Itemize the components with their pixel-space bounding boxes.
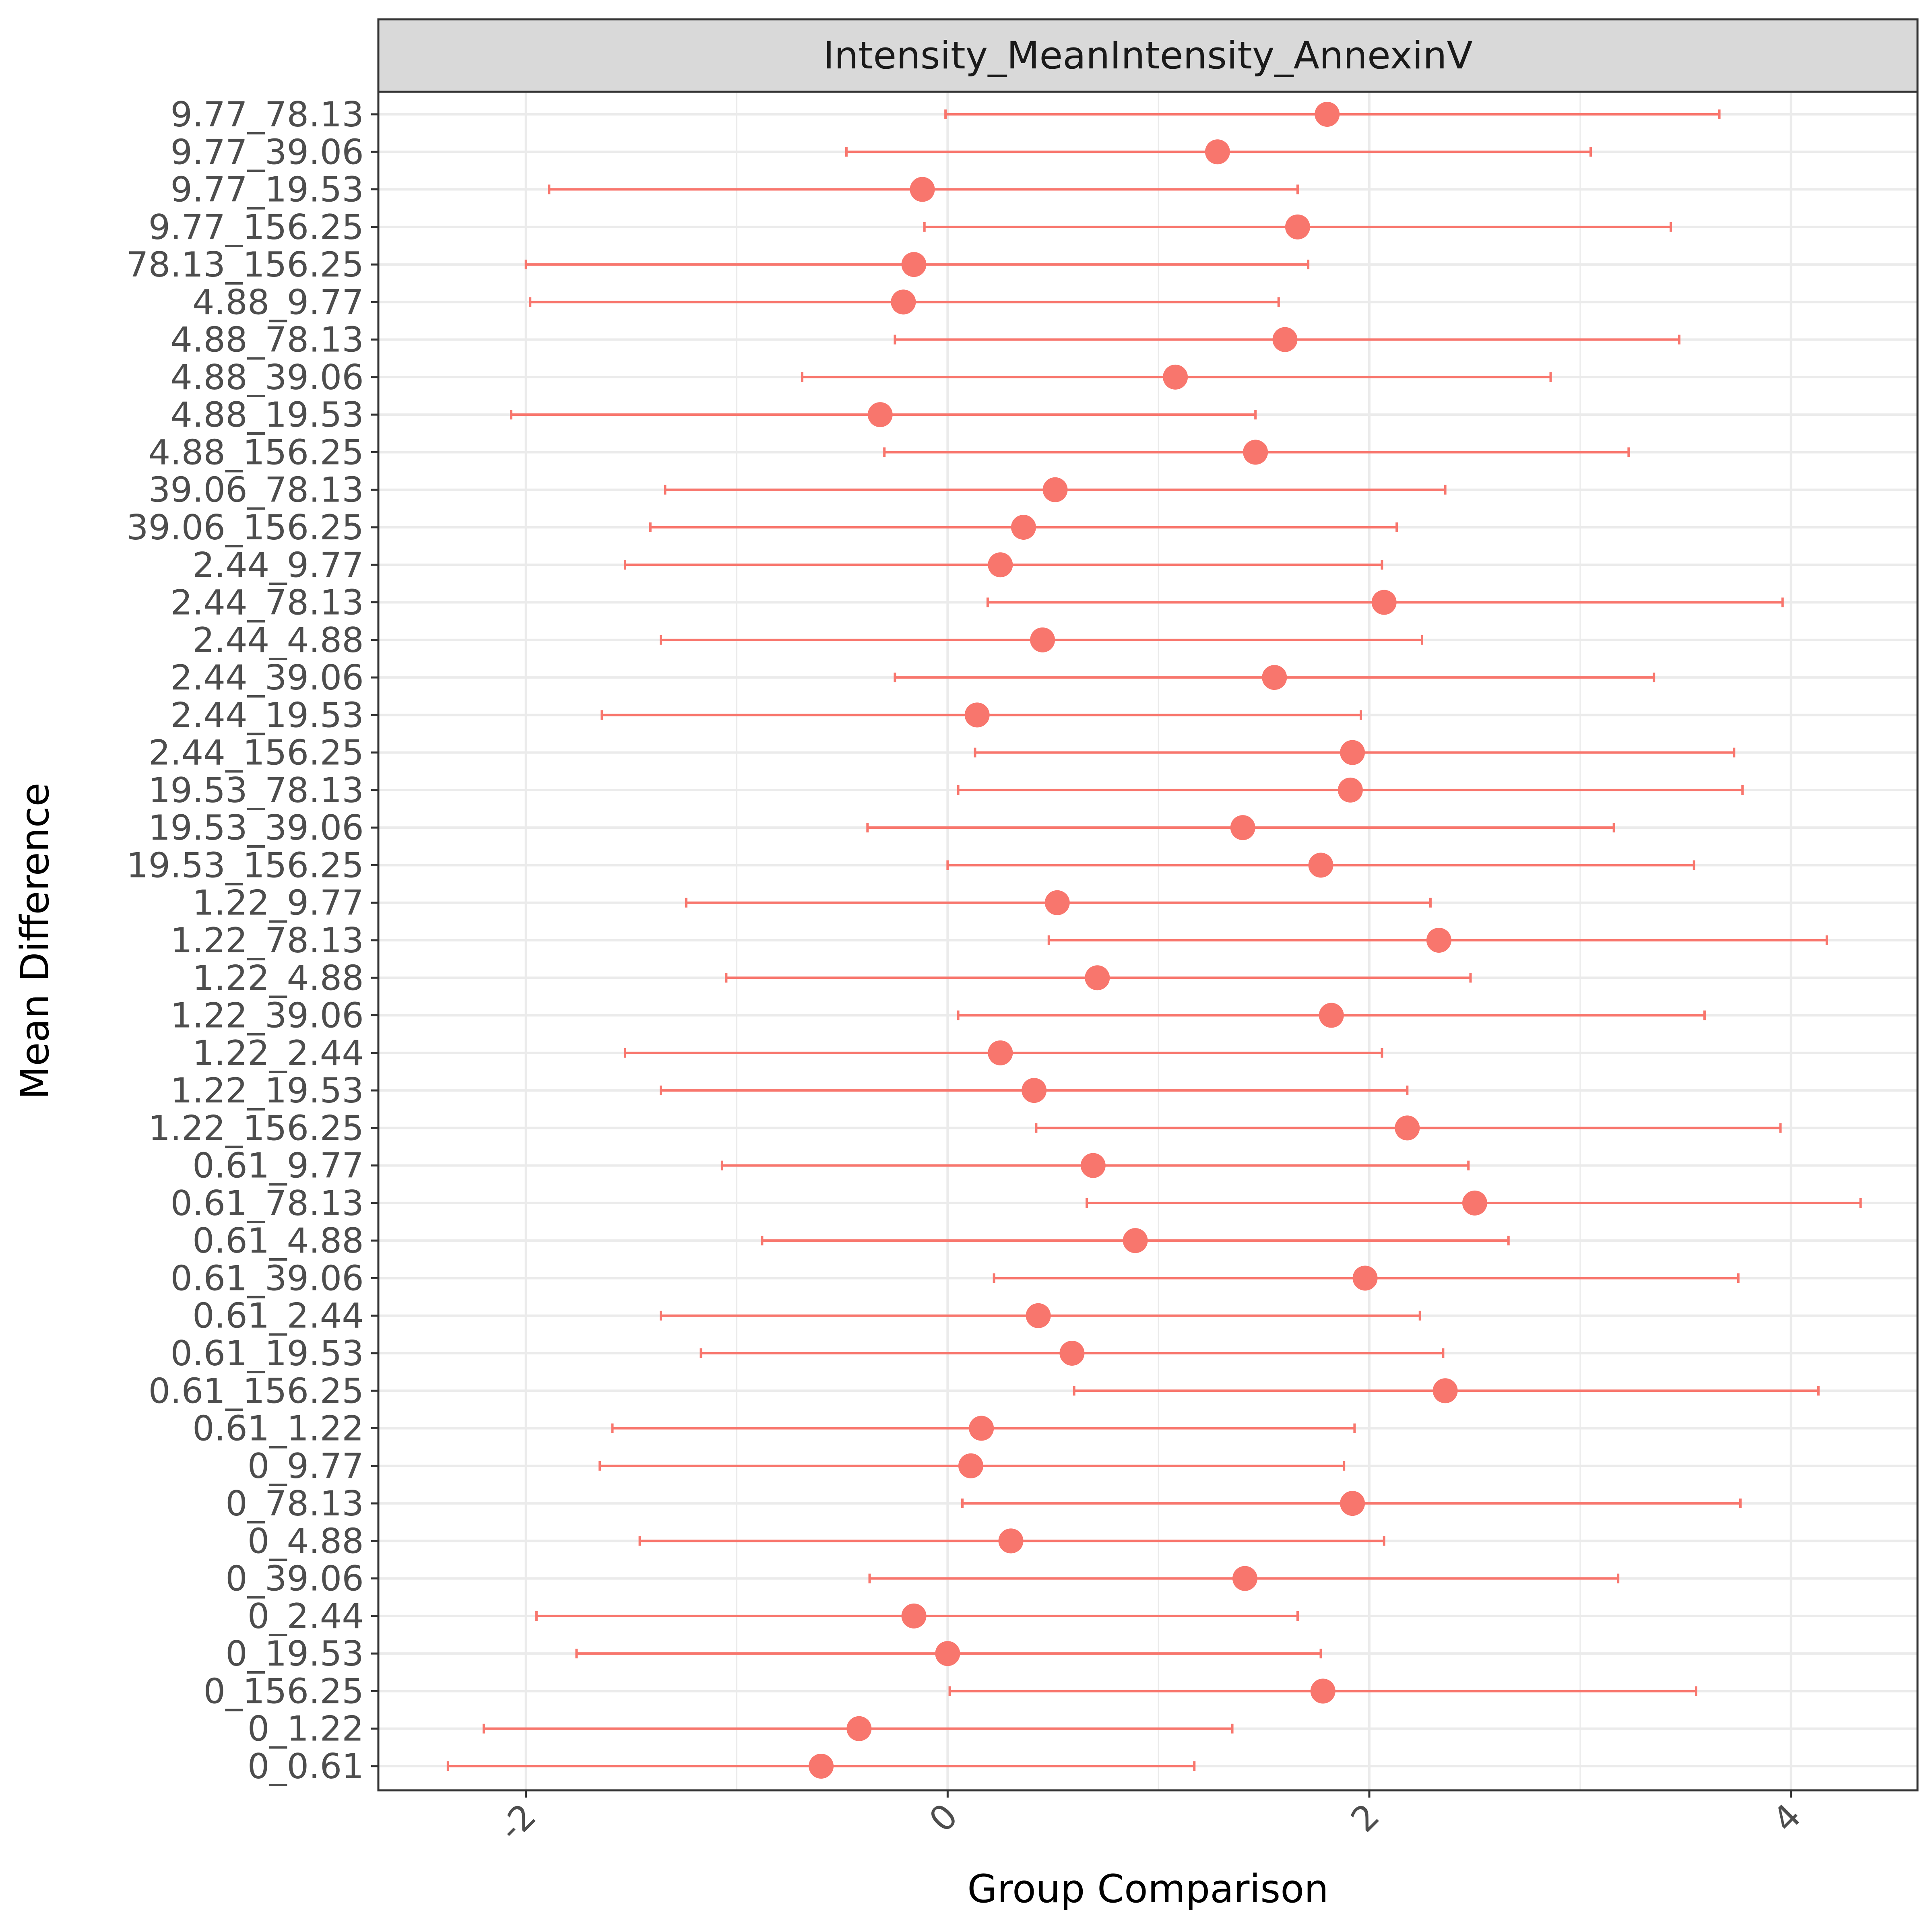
point xyxy=(998,1528,1024,1554)
point xyxy=(935,1641,960,1666)
point xyxy=(1080,1153,1106,1178)
y-tick-label: 1.22_19.53 xyxy=(170,1071,364,1111)
y-tick-label: 4.88_156.25 xyxy=(149,432,364,473)
y-tick-label: 0.61_9.77 xyxy=(192,1146,364,1186)
y-tick-label: 2.44_39.06 xyxy=(170,658,364,698)
x-axis-title: Group Comparison xyxy=(967,1866,1329,1911)
point xyxy=(1044,890,1070,915)
y-tick-label: 0_0.61 xyxy=(248,1746,364,1787)
point xyxy=(867,402,893,427)
y-tick-label: 4.88_39.06 xyxy=(170,357,364,398)
point xyxy=(1310,1678,1335,1704)
y-tick-label: 0_9.77 xyxy=(248,1446,364,1486)
point xyxy=(969,1416,994,1441)
y-tick-label: 39.06_78.13 xyxy=(149,470,364,510)
y-tick-label: 9.77_39.06 xyxy=(170,132,364,172)
y-tick-label: 0_4.88 xyxy=(248,1521,364,1561)
point xyxy=(1205,139,1230,165)
point xyxy=(1432,1378,1458,1404)
y-tick-label: 1.22_2.44 xyxy=(192,1033,364,1073)
y-tick-label: 1.22_156.25 xyxy=(149,1108,364,1148)
point xyxy=(1262,665,1287,690)
point xyxy=(1232,1566,1257,1591)
y-tick-label: 19.53_156.25 xyxy=(126,845,364,886)
y-tick-label: 0.61_156.25 xyxy=(149,1371,364,1411)
point xyxy=(1030,627,1055,652)
y-tick-label: 19.53_39.06 xyxy=(149,808,364,848)
y-tick-label: 9.77_19.53 xyxy=(170,170,364,210)
point xyxy=(1319,1003,1344,1028)
y-axis-title: Mean Difference xyxy=(12,783,58,1100)
point xyxy=(891,289,916,315)
point xyxy=(1022,1078,1047,1103)
point xyxy=(1426,928,1451,953)
y-tick-label: 0_39.06 xyxy=(225,1559,364,1599)
point xyxy=(1123,1228,1148,1253)
point xyxy=(988,1040,1013,1065)
point xyxy=(1315,102,1340,127)
point xyxy=(1340,1491,1365,1516)
point xyxy=(1085,965,1110,991)
point xyxy=(1340,740,1365,765)
y-tick-label: 0.61_4.88 xyxy=(192,1221,364,1261)
panel-title: Intensity_MeanIntensity_AnnexinV xyxy=(823,34,1473,78)
y-tick-label: 4.88_19.53 xyxy=(170,395,364,435)
point xyxy=(1462,1190,1487,1216)
point xyxy=(846,1716,872,1741)
y-tick-label: 4.88_78.13 xyxy=(170,320,364,360)
y-tick-label: 0_2.44 xyxy=(248,1596,364,1637)
y-tick-label: 39.06_156.25 xyxy=(126,508,364,548)
point xyxy=(1243,440,1268,465)
y-tick-label: 2.44_19.53 xyxy=(170,695,364,735)
y-tick-label: 0.61_78.13 xyxy=(170,1183,364,1224)
y-tick-label: 1.22_39.06 xyxy=(170,996,364,1036)
y-tick-label: 2.44_156.25 xyxy=(149,733,364,773)
y-tick-label: 0_19.53 xyxy=(225,1634,364,1674)
y-tick-label: 2.44_9.77 xyxy=(192,545,364,585)
point xyxy=(1308,852,1333,878)
point xyxy=(964,702,990,728)
y-tick-label: 0_1.22 xyxy=(248,1709,364,1749)
y-tick-label: 9.77_156.25 xyxy=(149,207,364,248)
y-tick-label: 0.61_39.06 xyxy=(170,1258,364,1298)
y-tick-label: 4.88_9.77 xyxy=(192,282,364,322)
strip-background xyxy=(377,18,1919,93)
y-axis: 0_0.610_1.220_156.250_19.530_2.440_39.06… xyxy=(126,95,378,1787)
y-tick-label: 0.61_1.22 xyxy=(192,1409,364,1449)
point xyxy=(1026,1303,1051,1328)
y-tick-label: 2.44_4.88 xyxy=(192,620,364,661)
point xyxy=(1338,777,1363,803)
y-tick-label: 78.13_156.25 xyxy=(126,245,364,285)
y-tick-label: 2.44_78.13 xyxy=(170,583,364,623)
point xyxy=(1163,364,1188,390)
point xyxy=(809,1754,834,1779)
points xyxy=(809,102,1487,1779)
point xyxy=(910,177,935,202)
point xyxy=(901,252,927,277)
point xyxy=(1395,1115,1420,1141)
y-tick-label: 0.61_19.53 xyxy=(170,1333,364,1374)
point xyxy=(958,1453,983,1478)
point xyxy=(988,552,1013,578)
y-tick-label: 0.61_2.44 xyxy=(192,1296,364,1336)
y-tick-label: 0_78.13 xyxy=(225,1484,364,1524)
point xyxy=(1352,1265,1378,1291)
y-tick-label: 9.77_78.13 xyxy=(170,95,364,135)
y-tick-label: 0_156.25 xyxy=(203,1671,364,1711)
point xyxy=(1285,214,1310,239)
point xyxy=(1371,590,1397,615)
point xyxy=(1011,515,1036,540)
y-tick-label: 19.53_78.13 xyxy=(149,770,364,811)
point xyxy=(1042,477,1068,502)
point xyxy=(901,1603,927,1629)
point xyxy=(1230,815,1255,840)
y-tick-label: 1.22_4.88 xyxy=(192,958,364,998)
point xyxy=(1059,1341,1085,1366)
point xyxy=(1272,327,1298,352)
y-tick-label: 1.22_78.13 xyxy=(170,921,364,961)
y-tick-label: 1.22_9.77 xyxy=(192,883,364,923)
